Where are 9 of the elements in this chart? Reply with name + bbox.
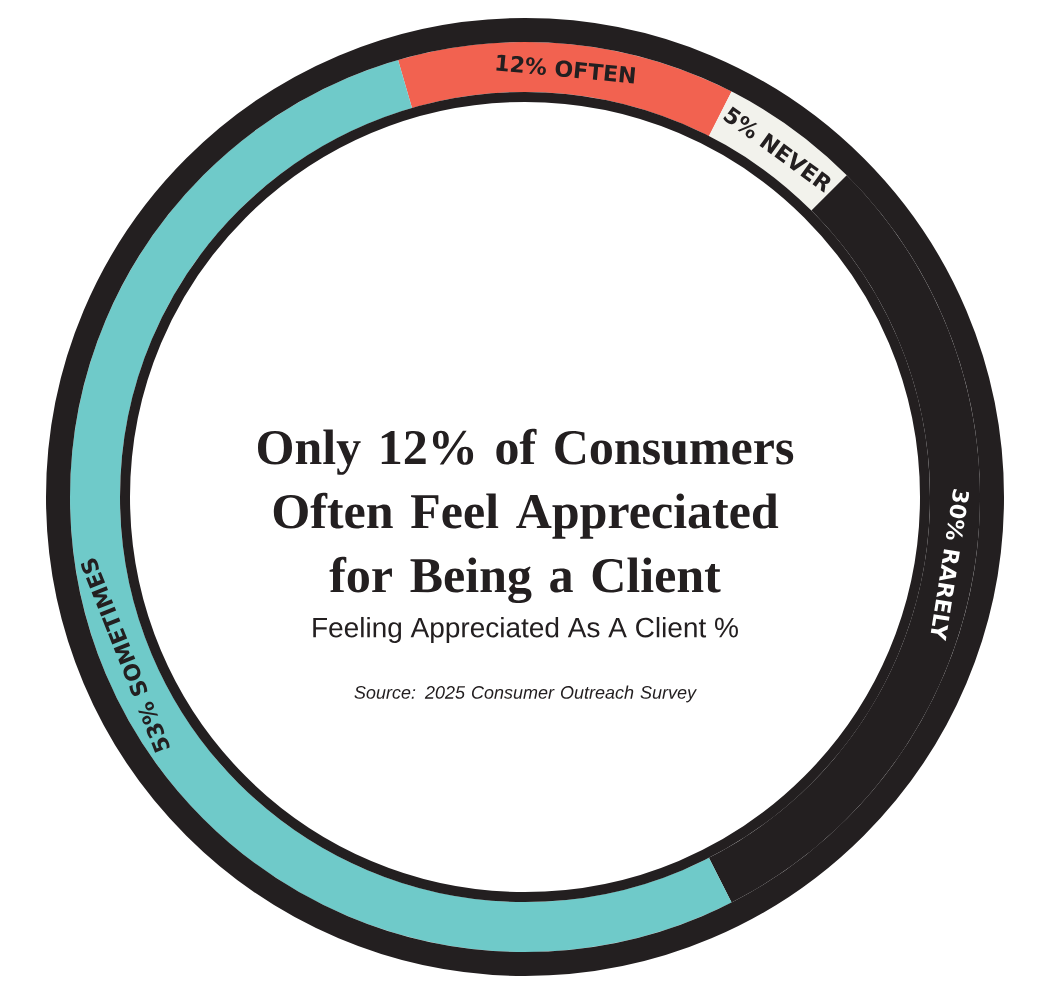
text: Only 12% of Consumers Often Feel Appreciated for Being a Client: [257, 428, 794, 604]
source-note: Source: 2025 Consumer Outreach Survey: [354, 685, 697, 703]
data-label: 53%: [138, 701, 170, 753]
data-label: 5%: [723, 106, 758, 139]
data-label: 30%: [945, 489, 969, 540]
data-label: 12%: [496, 54, 546, 75]
text: Feeling Appreciated As A Client %: [313, 616, 738, 644]
slice-label: OFTEN: [555, 60, 636, 84]
slice-label: RARELY: [930, 549, 960, 642]
